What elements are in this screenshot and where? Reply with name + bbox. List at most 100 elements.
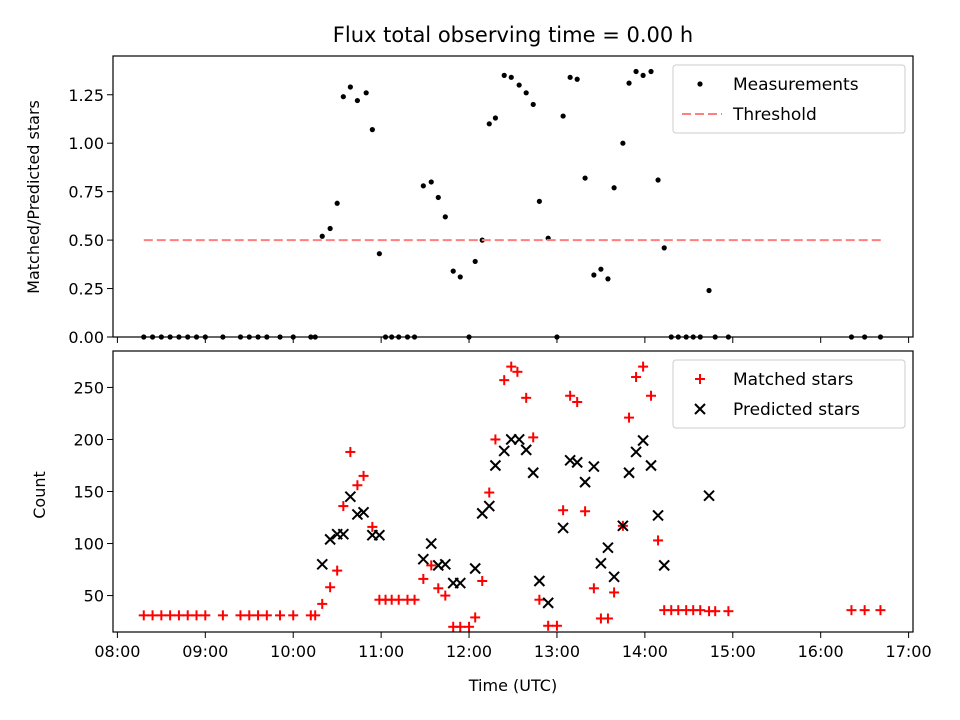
y-tick-label: 200 (73, 430, 104, 449)
legend: Matched stars Predicted stars (672, 359, 906, 429)
legend-label: Measurements (733, 75, 859, 95)
measurement-point (591, 272, 597, 278)
predicted-marker-b (357, 506, 370, 519)
measurement-point (450, 268, 456, 274)
x-tick-label: 12:00 (446, 642, 492, 661)
matched-star-marker (156, 610, 167, 621)
measurement-point (376, 251, 382, 257)
measurement-point (567, 74, 573, 80)
matched-star-marker (846, 605, 857, 616)
measurement-point (369, 127, 375, 133)
bottom-plot-area: 50 100 150 200 250 08:00 09:00 10:00 11:00 12:00 1… (73, 350, 932, 661)
matched-star-marker (859, 605, 870, 616)
predicted-marker-b (533, 575, 546, 587)
matched-star-marker (409, 594, 420, 605)
measurement-point (363, 90, 369, 96)
measurement-point (334, 200, 340, 206)
matched-star-marker (217, 610, 228, 621)
matched-star-marker (646, 390, 657, 401)
predicted-marker-b (373, 529, 386, 541)
measurement-point (486, 121, 492, 127)
matched-star-marker (580, 506, 591, 517)
measurement-point (508, 74, 514, 80)
measurement-point (648, 68, 654, 75)
predicted-star-marker (617, 520, 629, 532)
measurement-point (420, 183, 426, 189)
matched-star-marker (695, 605, 706, 616)
y-tick-label: 1.25 (68, 86, 104, 105)
predicted-star-marker (489, 459, 502, 472)
predicted-marker-b (571, 456, 583, 469)
predicted-star-marker (425, 537, 437, 550)
predicted-star-marker (645, 459, 657, 472)
matched-star-marker (191, 610, 202, 621)
predicted-star-marker (652, 509, 664, 522)
measurement-point (706, 287, 712, 294)
y-tick-label: 0.00 (68, 328, 104, 347)
measurement-point (472, 258, 478, 265)
predicted-star-marker (520, 444, 532, 456)
measurement-point (582, 175, 588, 181)
top-plot-area: 0.00 0.25 0.50 0.75 1.00 1.25 Measurements Thre… (68, 55, 914, 347)
legend-label: Threshold (732, 105, 817, 125)
matched-star-marker (426, 560, 437, 571)
predicted-star-marker (602, 541, 614, 554)
matched-star-marker (565, 390, 576, 401)
measurement-point (347, 84, 353, 90)
matched-star-marker (325, 582, 336, 593)
x-tick-label: 11:00 (358, 642, 404, 661)
predicted-star-marker (357, 506, 370, 519)
predicted-marker-b (439, 558, 452, 571)
matched-star-marker (345, 446, 356, 457)
y-tick-label: 150 (73, 483, 104, 502)
matched-star-marker (200, 610, 211, 621)
matched-star-marker (521, 392, 532, 403)
y-tick-label: 0.50 (68, 231, 104, 250)
predicted-marker-b (351, 508, 364, 521)
predicted-star-marker (351, 508, 364, 521)
predicted-star-marker (513, 433, 525, 446)
y-tick-label: 1.00 (68, 134, 104, 153)
predicted-marker-b (602, 541, 614, 554)
predicted-star-marker (623, 467, 635, 479)
predicted-marker-b (483, 500, 495, 512)
matched-star-marker (173, 610, 184, 621)
matched-star-marker (631, 372, 642, 383)
matched-star-marker (433, 583, 444, 594)
matched-star-marker (528, 432, 539, 443)
matched-star-marker (534, 594, 545, 605)
x-tick-label: 09:00 (182, 642, 228, 661)
matched-star-marker (624, 412, 635, 423)
predicted-marker-b (595, 557, 607, 570)
measurement-point (442, 214, 448, 220)
matched-star-marker (317, 598, 328, 609)
measurement-point (327, 225, 333, 232)
matched-star-marker (440, 590, 451, 601)
predicted-star-marker (579, 476, 591, 488)
legend-predicted-icon (694, 403, 706, 415)
predicted-star-marker (469, 562, 481, 575)
matched-star-marker (499, 375, 510, 386)
predicted-star-marker (542, 597, 554, 609)
predicted-marker-b (513, 433, 525, 446)
predicted-marker-b (652, 509, 664, 522)
predicted-marker-b (527, 467, 539, 479)
matched-star-marker (609, 587, 620, 598)
predicted-marker-b (564, 454, 576, 466)
measurement-point (574, 76, 580, 82)
predicted-star-marker (608, 571, 620, 583)
measurement-point (523, 90, 529, 96)
measurement-point (611, 185, 617, 191)
predicted-star-marker (454, 577, 466, 589)
predicted-star-marker (588, 460, 600, 473)
measurement-point (620, 140, 626, 146)
measurement-point (354, 97, 360, 104)
matched-star-marker (588, 583, 599, 594)
y-tick-label: 0.75 (68, 183, 104, 202)
matched-star-marker (310, 610, 321, 621)
predicted-marker-b (645, 459, 657, 472)
series-matched-stars (138, 361, 886, 632)
predicted-star-marker (630, 446, 642, 458)
predicted-marker-b (637, 434, 649, 447)
